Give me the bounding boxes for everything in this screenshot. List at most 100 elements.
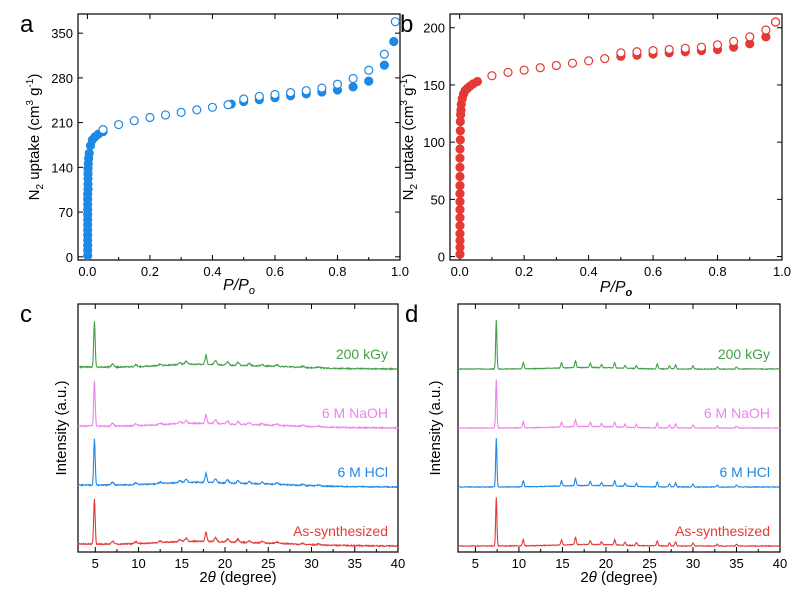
desorption-point	[600, 54, 610, 64]
x-tick-label: 0.2	[515, 264, 533, 279]
desorption-point	[348, 73, 358, 84]
series-label: 6 M NaOH	[322, 405, 388, 421]
series-label: 200 kGy	[336, 346, 388, 362]
series-label: 200 kGy	[718, 346, 770, 362]
desorption-point	[390, 17, 400, 27]
y-tick-label: 210	[51, 116, 73, 131]
adsorption-point	[472, 76, 482, 87]
series-label: 6 M NaOH	[704, 405, 770, 421]
desorption-point	[648, 46, 658, 56]
desorption-point	[98, 125, 108, 135]
desorption-point	[632, 47, 642, 57]
desorption-point	[567, 58, 578, 68]
y-tick-label: 50	[431, 192, 445, 207]
chart-panel-d: 5 10 15 20 25 30 35 40 200 kGy 6 M NaOH 6 M HCl As…	[427, 303, 787, 586]
adsorption-point	[364, 76, 374, 86]
desorption-point	[551, 60, 561, 71]
panel-label-a: a	[20, 11, 34, 38]
tick-group: 5 10 15 20 25 30 35 40	[92, 304, 405, 571]
y-tick-label: 200	[423, 21, 445, 36]
x-tick-label: 35	[348, 556, 362, 571]
y-tick-label: 280	[51, 71, 73, 86]
pattern-line	[77, 321, 399, 371]
desorption-point	[770, 17, 781, 27]
x-tick-label: 5	[92, 556, 99, 571]
desorption-point	[239, 94, 249, 104]
desorption-point	[364, 65, 374, 75]
desorption-point	[712, 40, 723, 50]
series-label: As-synthesized	[293, 523, 388, 539]
desorption-point	[301, 86, 311, 96]
x-tick-label: 0.2	[141, 264, 159, 279]
desorption-point	[176, 107, 186, 118]
x-tick-label: 25	[642, 556, 656, 571]
x-axis-label: P/Po	[600, 279, 633, 299]
y-tick-label: 140	[51, 160, 73, 175]
marks-group	[83, 17, 400, 261]
adsorption-point	[455, 135, 465, 145]
adsorption-point	[348, 82, 358, 92]
series-label: 6 M HCl	[337, 464, 388, 480]
x-tick-label: 1.0	[391, 264, 409, 279]
adsorption-point	[455, 197, 465, 207]
adsorption-point	[455, 181, 465, 191]
tick-group: 0.0 0.2 0.4 0.6 0.8 1.0 0 50 100 150 200	[423, 14, 791, 279]
x-tick-label: 40	[773, 556, 787, 571]
x-tick-label: 15	[175, 556, 189, 571]
desorption-point	[254, 91, 264, 102]
adsorption-point	[455, 221, 465, 231]
x-tick-label: 5	[472, 556, 479, 571]
x-tick-label: 0.0	[451, 264, 469, 279]
desorption-point	[192, 105, 202, 115]
adsorption-point	[84, 148, 94, 158]
desorption-point	[664, 44, 674, 55]
marks-group: 200 kGy 6 M NaOH 6 M HCl As-synthesized	[457, 319, 781, 548]
x-tick-label: 15	[555, 556, 569, 571]
y-axis-label: N2 uptake (cm3 g-1)	[399, 74, 420, 201]
adsorption-point	[455, 205, 465, 215]
x-tick-label: 10	[131, 556, 145, 571]
pattern-line	[77, 380, 399, 430]
x-tick-label: 40	[391, 556, 405, 571]
pattern-line	[457, 319, 781, 371]
pattern-line	[457, 379, 781, 430]
tick-group: 0.0 0.2 0.4 0.6 0.8 1.0 0 70 140 210 280 350	[51, 14, 409, 279]
x-tick-label: 20	[599, 556, 613, 571]
x-axis-label: 2θ (degree)	[580, 569, 657, 586]
adsorption-point	[455, 144, 465, 154]
desorption-point	[487, 71, 497, 81]
adsorption-point	[455, 229, 465, 239]
adsorption-point	[455, 153, 465, 163]
adsorption-point	[455, 171, 465, 182]
panel-label-d: d	[405, 301, 418, 328]
marks-group	[455, 17, 781, 259]
desorption-point	[379, 49, 389, 59]
desorption-point	[285, 87, 296, 98]
panel-label-b: b	[400, 11, 413, 38]
x-tick-label: 30	[304, 556, 318, 571]
desorption-point	[317, 83, 327, 93]
chart-panel-b: 0.0 0.2 0.4 0.6 0.8 1.0 0 50 100 150 200 P/Po N2 u…	[399, 13, 791, 299]
x-tick-label: 0.6	[266, 264, 284, 279]
y-tick-label: 350	[51, 26, 73, 41]
series-label: 6 M HCl	[719, 464, 770, 480]
desorption-point	[616, 48, 626, 58]
y-tick-label: 150	[423, 78, 445, 93]
series-label: As-synthesized	[675, 523, 770, 539]
adsorption-point	[455, 126, 465, 136]
x-tick-label: 0.4	[203, 264, 221, 279]
plot-frame	[77, 13, 401, 261]
chart-panel-a: 0.0 0.2 0.4 0.6 0.8 1.0 0 70 140 210 280 350 P/Po N…	[25, 13, 409, 297]
marks-group: 200 kGy 6 M NaOH 6 M HCl As-synthesized	[77, 321, 399, 549]
x-axis-label: P/Po	[223, 277, 255, 297]
desorption-point	[503, 67, 513, 77]
adsorption-point	[379, 60, 389, 70]
x-tick-label: 1.0	[773, 264, 791, 279]
adsorption-point	[455, 162, 465, 172]
desorption-point	[680, 43, 690, 53]
desorption-point	[160, 110, 171, 120]
desorption-point	[584, 56, 594, 66]
desorption-point	[145, 112, 155, 123]
desorption-point	[729, 36, 739, 47]
